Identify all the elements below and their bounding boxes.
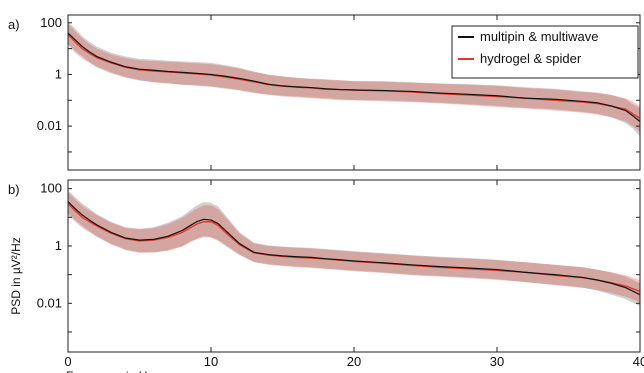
series-line-multipin-multiwave [68,201,640,296]
panel-b: 0 10 20 30 40 100 1 0.01 b) Frequency in Hz PSD in… [8,179,644,373]
y-tick-label: 100 [40,181,62,196]
panel-a: 100 1 0.01 a) multipin & multiwave hydrogel &… [8,14,641,171]
plot-area [68,189,640,307]
x-tick-label: 30 [490,354,504,369]
y-tick-label: 100 [40,15,62,30]
legend-label: hydrogel & spider [480,51,582,66]
band-multipin-multiwave [68,21,640,137]
band-multipin-multiwave [68,189,640,307]
legend-label: multipin & multiwave [480,29,599,44]
x-tick-label: 40 [633,354,644,369]
plot-area [68,21,640,137]
x-tick-label: 0 [64,354,71,369]
y-tick-label: 1 [55,66,62,81]
y-tick-label: 0.01 [37,118,62,133]
band-hydrogel-spider [68,192,640,303]
x-axis-title: Frequency in Hz [66,369,153,373]
band-hydrogel-spider [68,23,640,132]
y-axis-title: PSD in µV²/Hz [9,237,23,315]
series-line-multipin-multiwave [68,32,640,123]
legend-box [451,25,639,79]
x-tick-label: 20 [347,354,361,369]
y-tick-label: 1 [55,238,62,253]
x-tick-label: 10 [204,354,218,369]
panel-label: b) [8,182,20,197]
panel-label: a) [8,17,20,32]
legend: multipin & multiwave hydrogel & spider [451,25,639,79]
y-tick-label: 0.01 [37,295,62,310]
